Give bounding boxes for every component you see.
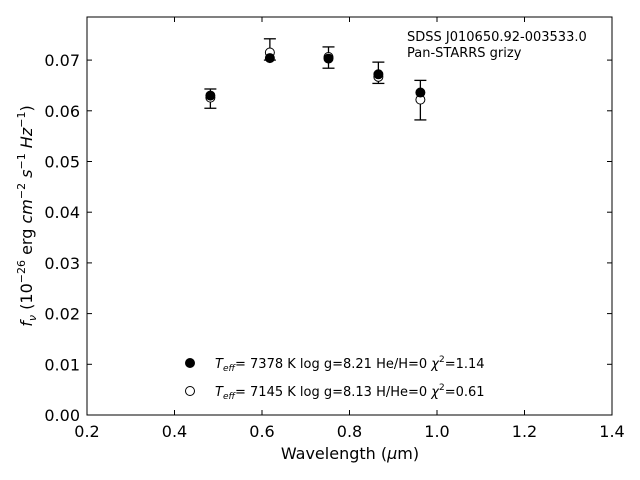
x-tick-label: 0.4: [162, 422, 187, 441]
x-tick-label: 0.2: [74, 422, 99, 441]
y-tick-label: 0.07: [44, 51, 80, 70]
x-tick-label: 1.2: [512, 422, 537, 441]
y-tick-label: 0.06: [44, 102, 80, 121]
data-markers: [205, 47, 426, 105]
legend: Teff= 7378 K log g=8.21 He/H=0 χ2=1.14 T…: [185, 355, 485, 402]
y-tick-label: 0.04: [44, 203, 80, 222]
plot-area: [86, 16, 613, 416]
data-point-filled: [373, 69, 384, 80]
annotation-line2: Pan-STARRS grizy: [407, 46, 522, 61]
y-axis-label: fν (10−26 erg cm−2 s−1 Hz−1): [15, 105, 39, 326]
x-axis-label: Wavelength (μm): [281, 444, 419, 463]
data-point-filled: [323, 53, 334, 64]
axis-ticks: [86, 17, 613, 416]
data-point-filled: [264, 53, 275, 64]
data-point-filled: [415, 87, 426, 98]
annotation: SDSS J010650.92-003533.0 Pan-STARRS griz…: [407, 30, 587, 61]
x-tick-label: 0.8: [337, 422, 362, 441]
annotation-line1: SDSS J010650.92-003533.0: [407, 30, 587, 45]
data-point-filled: [205, 90, 216, 101]
legend-marker-open: [185, 386, 195, 396]
y-tick-label: 0.02: [44, 305, 80, 324]
y-tick-label: 0.00: [44, 406, 80, 425]
y-tick-label: 0.05: [44, 152, 80, 171]
y-tick-label: 0.03: [44, 254, 80, 273]
legend-marker-filled: [185, 358, 195, 368]
legend-label-filled: Teff= 7378 K log g=8.21 He/H=0 χ2=1.14: [215, 355, 485, 374]
legend-label-open: Teff= 7145 K log g=8.13 H/He=0 χ2=0.61: [215, 383, 485, 402]
error-bars: [204, 38, 427, 121]
x-tick-label: 1.0: [424, 422, 449, 441]
y-tick-label: 0.01: [44, 355, 80, 374]
axes-frame: [86, 16, 613, 416]
x-tick-label: 1.4: [599, 422, 624, 441]
x-tick-label: 0.6: [249, 422, 274, 441]
